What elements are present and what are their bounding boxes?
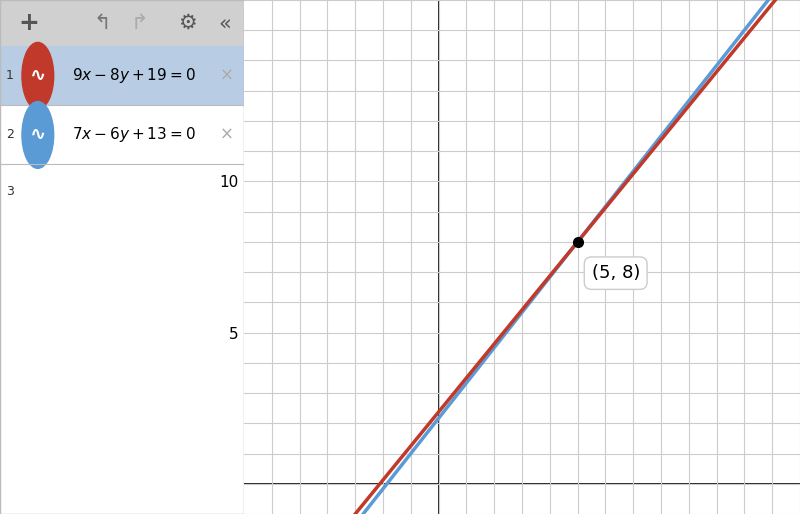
Text: «: « [218, 13, 231, 33]
FancyBboxPatch shape [0, 46, 244, 105]
Text: $9x - 8y + 19 = 0$: $9x - 8y + 19 = 0$ [72, 66, 196, 85]
Circle shape [22, 101, 54, 168]
Text: ↱: ↱ [130, 13, 148, 33]
Text: ↰: ↰ [94, 13, 111, 33]
Circle shape [22, 42, 54, 109]
Text: $7x - 6y + 13 = 0$: $7x - 6y + 13 = 0$ [72, 125, 196, 144]
FancyBboxPatch shape [0, 0, 244, 46]
Text: 1: 1 [6, 69, 14, 82]
Text: ∿: ∿ [30, 66, 46, 85]
Text: 3: 3 [6, 185, 14, 198]
Text: ⚙: ⚙ [178, 13, 198, 33]
FancyBboxPatch shape [0, 105, 244, 164]
Text: (5, 8): (5, 8) [591, 264, 640, 282]
Text: +: + [19, 11, 40, 35]
Text: ×: × [220, 67, 234, 85]
Text: 2: 2 [6, 128, 14, 141]
Text: ∿: ∿ [30, 125, 46, 144]
Text: ×: × [220, 126, 234, 144]
